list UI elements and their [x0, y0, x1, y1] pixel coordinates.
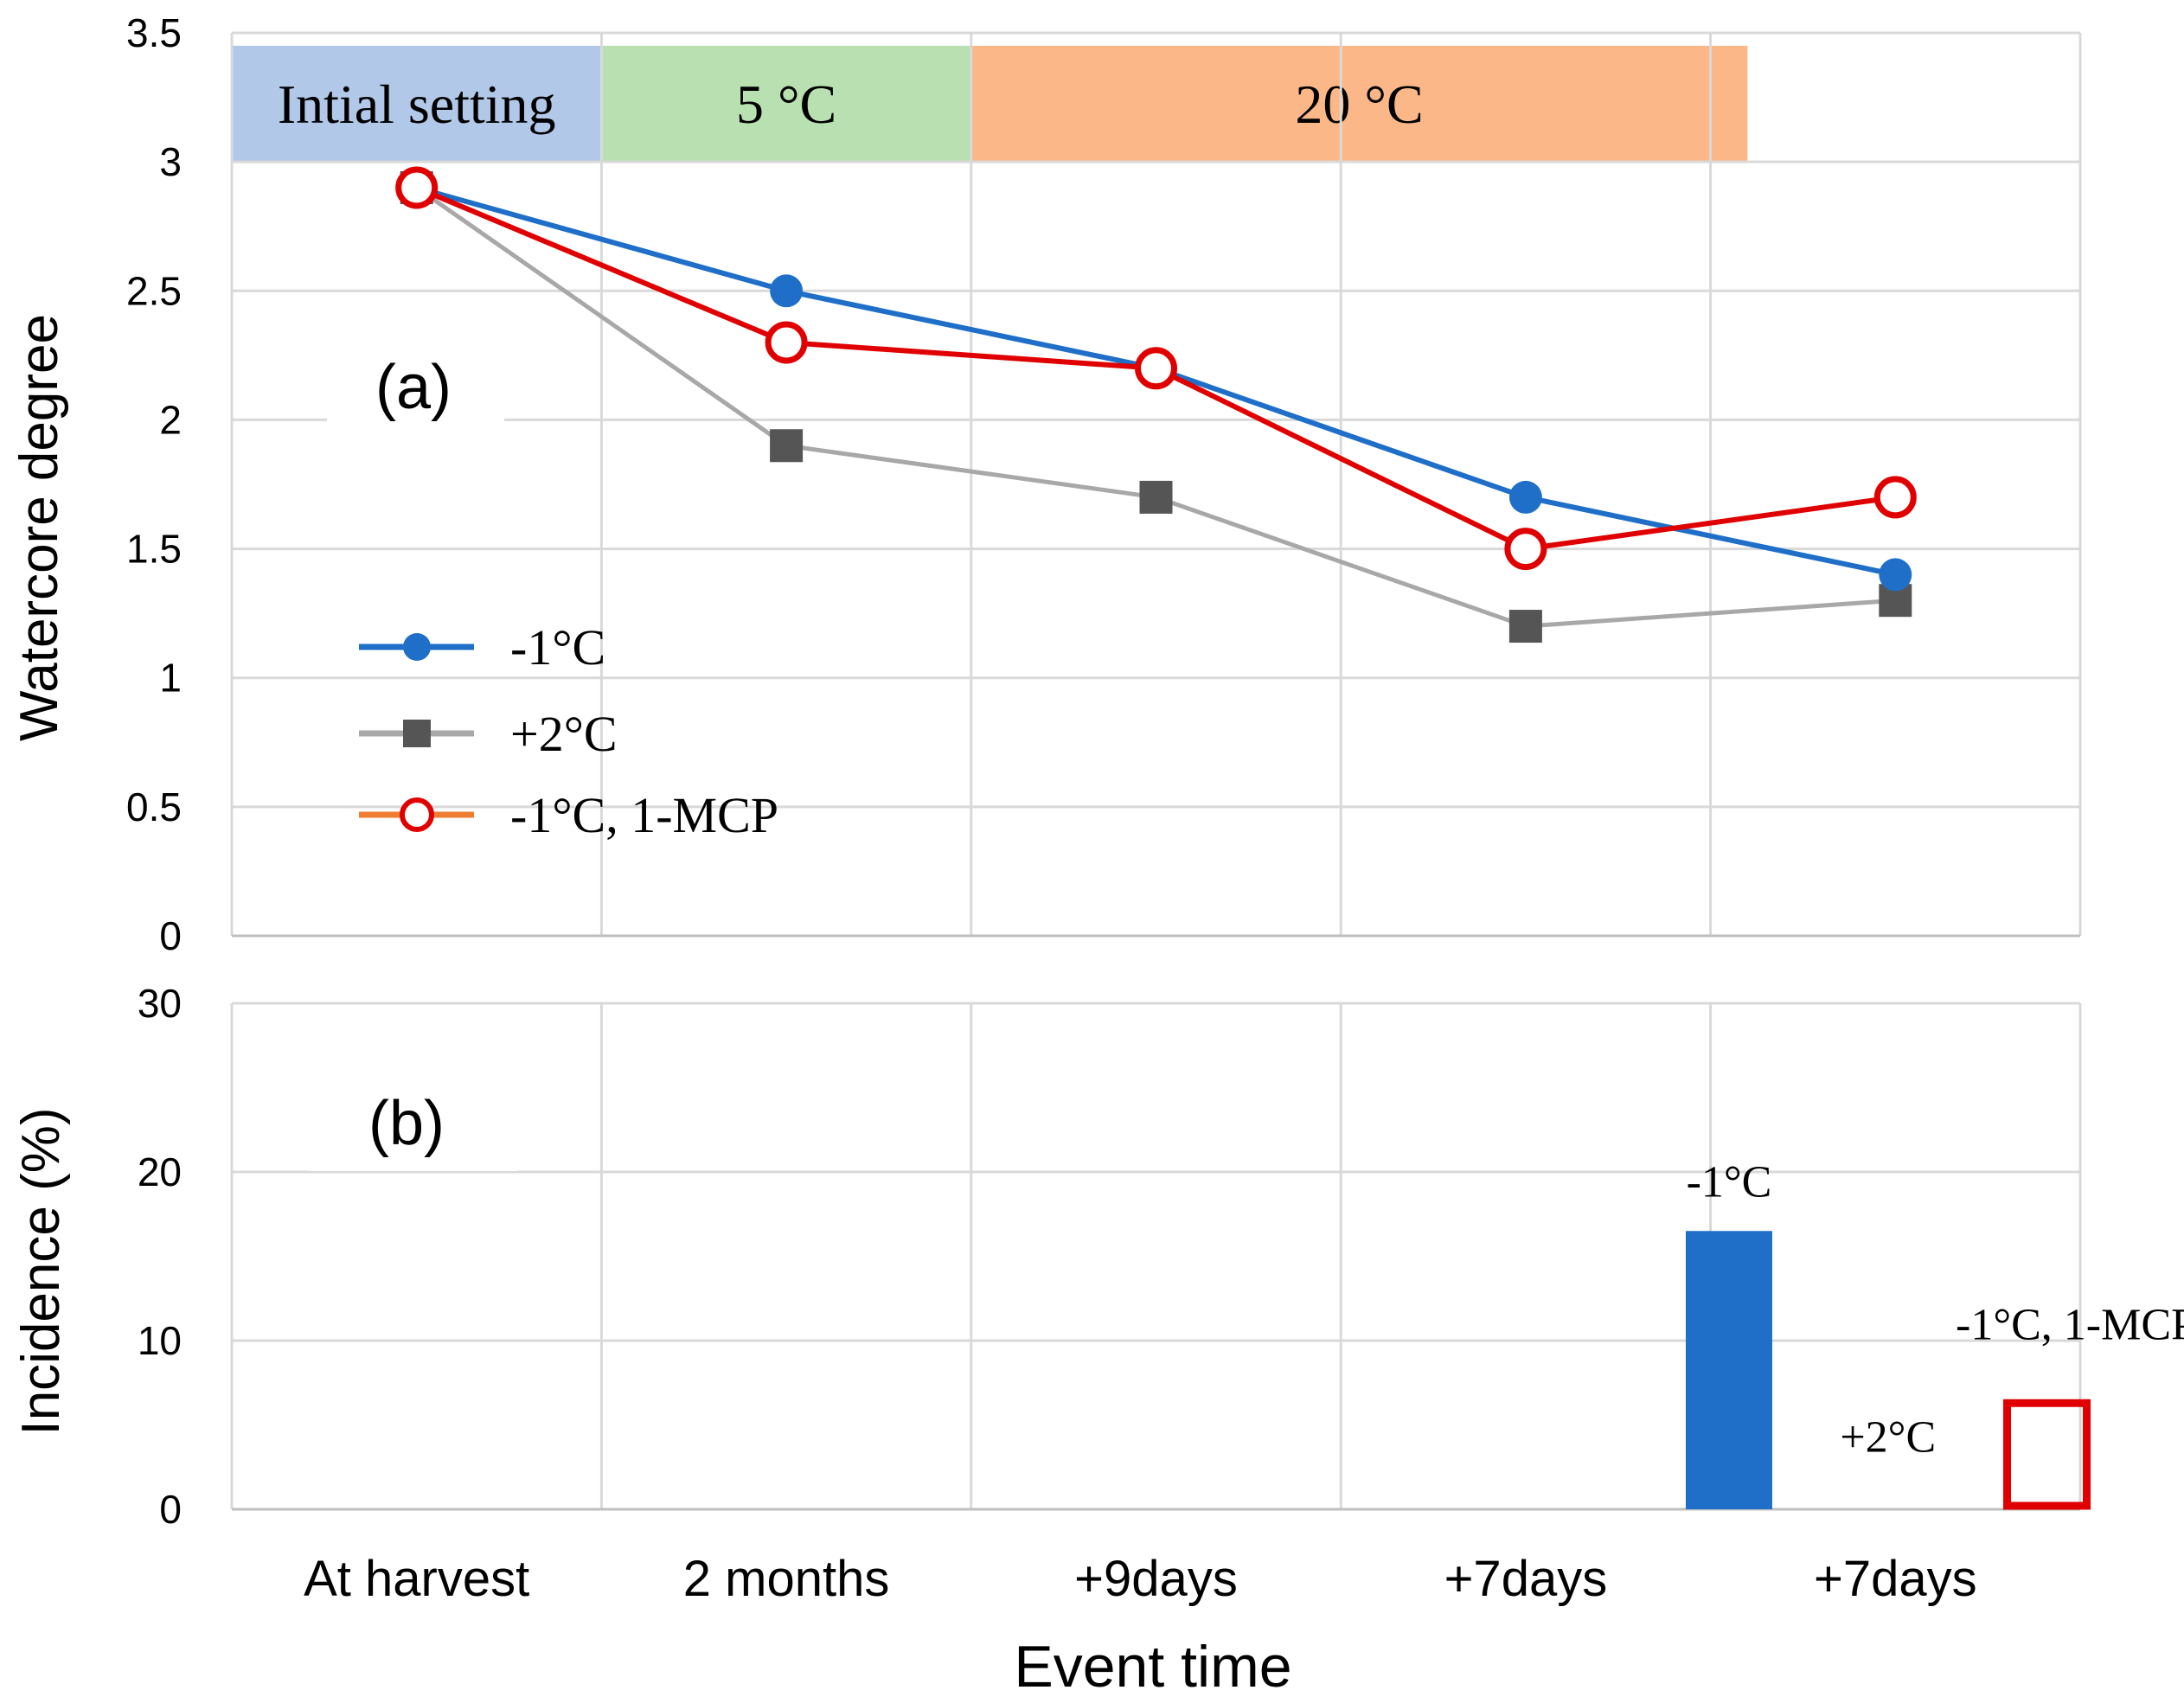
- data-point-0: [1879, 558, 1912, 592]
- data-point-0: [1508, 480, 1542, 514]
- y-tick-label: 3: [159, 139, 182, 184]
- x-tick-label: 2 months: [683, 1551, 890, 1607]
- bar-2: [2003, 1399, 2091, 1510]
- y-tick-label: 0.5: [126, 784, 182, 829]
- data-point-2: [395, 166, 439, 209]
- data-point-1: [1139, 480, 1173, 514]
- y-tick-label: 2.5: [126, 268, 182, 313]
- panel-a-series: [395, 166, 1917, 643]
- panel-b-bars: -1°C +2°C -1°C, 1-MCP: [1685, 1157, 2184, 1510]
- y-tick-label: 3.5: [126, 10, 182, 55]
- storage-period-bands: Intial setting 5 °C 20 °C: [232, 45, 1748, 163]
- legend-marker-2: [400, 797, 434, 832]
- data-point-2: [1504, 528, 1547, 571]
- period-label-2: 20 °C: [1295, 74, 1423, 135]
- panel-a-legend: -1°C +2°C -1°C, 1-MCP: [359, 619, 778, 843]
- bar-series-label-1: +2°C: [1840, 1413, 1936, 1463]
- legend-label-2: -1°C, 1-MCP: [510, 787, 778, 843]
- y-tick-label: 20: [138, 1149, 182, 1194]
- x-tick-label: At harvest: [304, 1551, 529, 1607]
- bar-0: [1685, 1231, 1772, 1509]
- panel-a-gridlines: [230, 31, 2082, 938]
- x-axis-title: Event time: [1014, 1634, 1291, 1700]
- data-point-0: [770, 274, 804, 308]
- panel-b-y-tick-labels: 0 10 20 30: [138, 981, 182, 1532]
- period-band-0: [232, 45, 602, 163]
- y-tick-label: 30: [138, 981, 182, 1026]
- x-tick-label: +9days: [1074, 1551, 1238, 1607]
- panel-a-line-chart: Intial setting 5 °C 20 °C 0 0.5 1 1.5 2 2.5 3 3.5…: [10, 10, 2082, 958]
- panel-b-label: (b): [368, 1089, 445, 1158]
- x-tick-label: +7days: [1814, 1551, 1977, 1607]
- y-tick-label: 1.5: [126, 527, 182, 572]
- bar-series-label-0: -1°C: [1687, 1157, 1772, 1207]
- panel-a-y-tick-labels: 0 0.5 1 1.5 2 2.5 3 3.5: [126, 10, 182, 958]
- y-tick-label: 2: [159, 397, 182, 442]
- legend-marker-0: [403, 633, 431, 661]
- data-point-2: [1873, 476, 1917, 519]
- data-point-1: [1508, 610, 1542, 643]
- panel-b-y-axis-title: Incidence (%): [11, 1107, 71, 1435]
- data-point-2: [765, 321, 808, 364]
- legend-marker-1: [403, 720, 431, 747]
- period-label-0: Intial setting: [278, 74, 556, 135]
- panel-b-label-backdrop: [310, 1076, 517, 1171]
- x-axis-category-labels: At harvest 2 months +9days +7days +7days: [304, 1551, 1976, 1607]
- period-band-1: [601, 45, 971, 163]
- panel-a-y-axis-title: Watercore degree: [10, 314, 69, 741]
- legend-label-1: +2°C: [510, 706, 618, 762]
- bar-series-label-2: -1°C, 1-MCP: [1956, 1300, 2184, 1349]
- y-tick-label: 1: [159, 656, 182, 701]
- data-point-1: [770, 429, 804, 463]
- period-label-1: 5 °C: [736, 74, 836, 135]
- y-tick-label: 0: [159, 1487, 182, 1532]
- y-tick-label: 10: [138, 1318, 182, 1363]
- legend-label-0: -1°C: [510, 619, 605, 675]
- period-band-2: [970, 45, 1748, 163]
- y-tick-label: 0: [159, 913, 182, 958]
- panel-a-label: (a): [375, 353, 452, 422]
- x-tick-label: +7days: [1444, 1551, 1608, 1607]
- data-point-2: [1135, 347, 1177, 390]
- panel-a-label-backdrop: [327, 344, 504, 431]
- panel-b-bar-chart: 0 10 20 30 Incidence (%) (b) -1°C +2°C -1°C, …: [11, 981, 2184, 1700]
